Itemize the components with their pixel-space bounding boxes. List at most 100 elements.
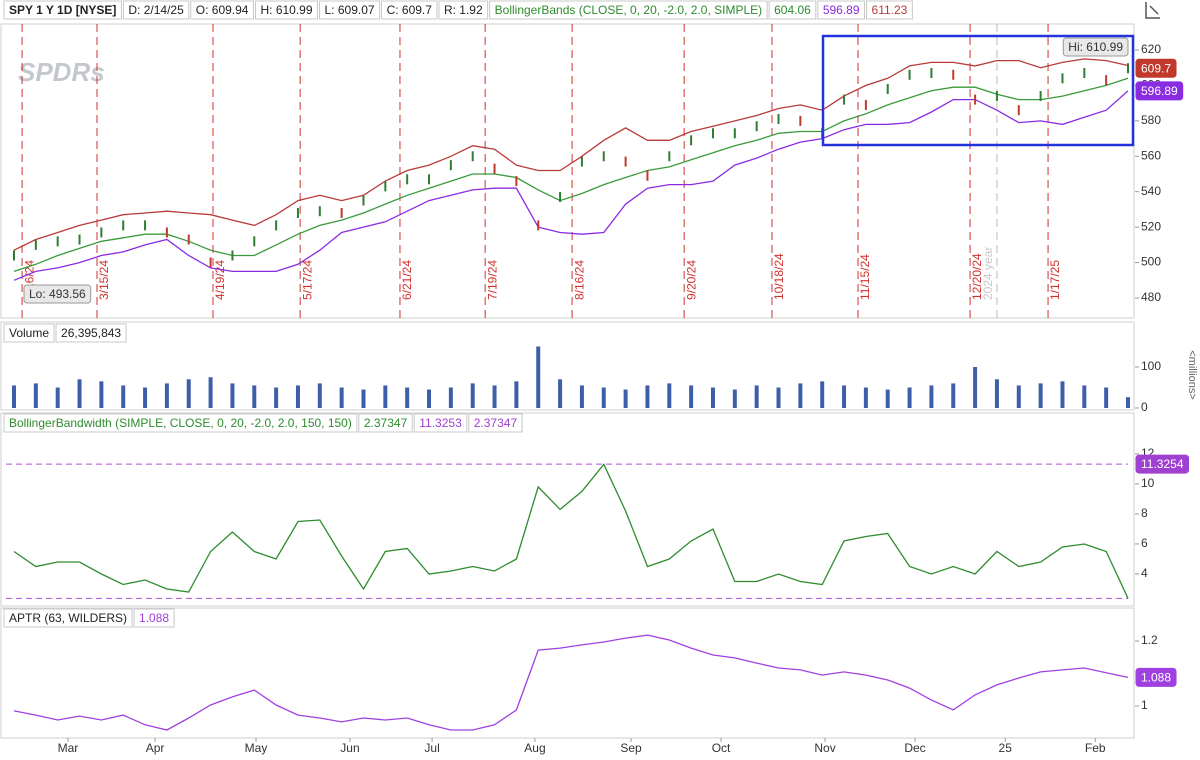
price-bar <box>930 68 933 79</box>
price-bar <box>362 195 365 206</box>
event-label: 1/17/25 <box>1048 260 1062 300</box>
y-tick-label: 100 <box>1141 359 1161 373</box>
legend-box <box>866 0 913 20</box>
volume-bar <box>710 387 715 408</box>
legend-text: BollingerBands (CLOSE, 0, 20, -2.0, 2.0,… <box>495 3 762 17</box>
series-line <box>13 58 1129 251</box>
volume-bar <box>99 381 104 408</box>
volume-bar <box>1082 385 1087 408</box>
legend-text: Volume <box>9 326 49 340</box>
price-bar <box>908 69 911 80</box>
legend-box <box>3 0 122 20</box>
event-label: 12/20/24 <box>970 253 984 300</box>
volume-bar <box>339 387 344 408</box>
value-badge-text: 11.3254 <box>1141 457 1184 471</box>
legend-box <box>413 413 468 433</box>
price-bar <box>1083 68 1086 79</box>
price-bar <box>559 192 562 203</box>
x-tick-label: Aug <box>524 741 545 755</box>
price-bar <box>886 83 889 94</box>
y-tick-label: 560 <box>1141 148 1161 162</box>
price-bar <box>340 207 343 218</box>
volume-bar <box>929 385 934 408</box>
legend-text: D: 2/14/25 <box>128 3 184 17</box>
volume-bar <box>1038 383 1043 408</box>
series-line <box>13 77 1129 273</box>
value-badge-text: Hi: 610.99 <box>1068 40 1123 54</box>
y-tick-label: 540 <box>1141 184 1161 198</box>
price-bar <box>165 227 168 238</box>
menu-icon[interactable] <box>1145 2 1160 19</box>
price-bar <box>231 250 234 261</box>
legend-box <box>438 0 489 20</box>
legend-text: O: 609.94 <box>196 3 249 17</box>
price-bar <box>580 156 583 167</box>
legend-text: R: 1.92 <box>444 3 483 17</box>
price-bar <box>1017 105 1020 116</box>
legend-text: 2.37347 <box>364 416 408 430</box>
legend-text: 1.088 <box>139 611 169 625</box>
legend-box <box>817 0 866 20</box>
volume-bar <box>448 387 453 408</box>
volume-bar <box>754 385 759 408</box>
price-bar <box>515 176 518 187</box>
volume-bar <box>907 387 912 408</box>
event-label: 7/19/24 <box>485 260 499 300</box>
y-tick-label: 1 <box>1141 698 1148 712</box>
volume-bar <box>514 381 519 408</box>
volume-bar <box>689 385 694 408</box>
event-label: 6/21/24 <box>400 260 414 300</box>
value-badge-text: 609.7 <box>1141 61 1171 75</box>
volume-bar <box>579 385 584 408</box>
price-bar <box>733 128 736 139</box>
value-badge-text: 596.89 <box>1141 84 1178 98</box>
price-bar <box>646 170 649 181</box>
volume-bar <box>601 387 606 408</box>
price-bar <box>318 206 321 217</box>
y-tick-label: 620 <box>1141 42 1161 56</box>
y-tick-label: 10 <box>1141 476 1155 490</box>
legend-box <box>3 608 133 628</box>
volume-bar <box>842 385 847 408</box>
volume-bar <box>863 387 868 408</box>
x-tick-label: Dec <box>904 741 925 755</box>
price-bar <box>384 181 387 192</box>
price-bar <box>864 99 867 110</box>
x-tick-label: Jul <box>424 741 439 755</box>
legend-box <box>381 0 438 20</box>
y-tick-label: 1.2 <box>1141 633 1158 647</box>
price-bar <box>449 160 452 171</box>
y-tick-label: 8 <box>1141 506 1148 520</box>
price-bar <box>799 115 802 126</box>
legend-box <box>3 413 358 433</box>
volume-bar <box>274 387 279 408</box>
price-bar <box>602 151 605 162</box>
y-tick-label: 4 <box>1141 566 1148 580</box>
price-bar <box>995 91 998 102</box>
legend-box <box>55 323 127 343</box>
legend-text: 611.23 <box>872 3 908 17</box>
x-tick-label: May <box>245 741 268 755</box>
volume-bar <box>230 383 235 408</box>
price-bar <box>78 234 81 245</box>
volume-bar <box>645 385 650 408</box>
price-bar <box>56 236 59 247</box>
panel-frame <box>0 607 1135 739</box>
price-bar <box>843 94 846 105</box>
price-bar <box>471 151 474 162</box>
legend-text: 26,395,843 <box>61 326 121 340</box>
volume-bar <box>951 383 956 408</box>
price-bar <box>952 69 955 80</box>
price-bar <box>777 114 780 125</box>
volume-bar <box>77 379 82 408</box>
volume-bar <box>1060 381 1065 408</box>
legend-text: L: 609.07 <box>325 3 375 17</box>
year-label: 2024 year <box>981 247 995 300</box>
x-tick-label: Apr <box>146 741 165 755</box>
price-bar <box>668 151 671 162</box>
volume-bar <box>994 379 999 408</box>
price-bar <box>1039 91 1042 102</box>
legend-text: 604.06 <box>774 3 811 17</box>
legend-text: H: 610.99 <box>260 3 312 17</box>
legend-text: APTR (63, WILDERS) <box>9 611 127 625</box>
